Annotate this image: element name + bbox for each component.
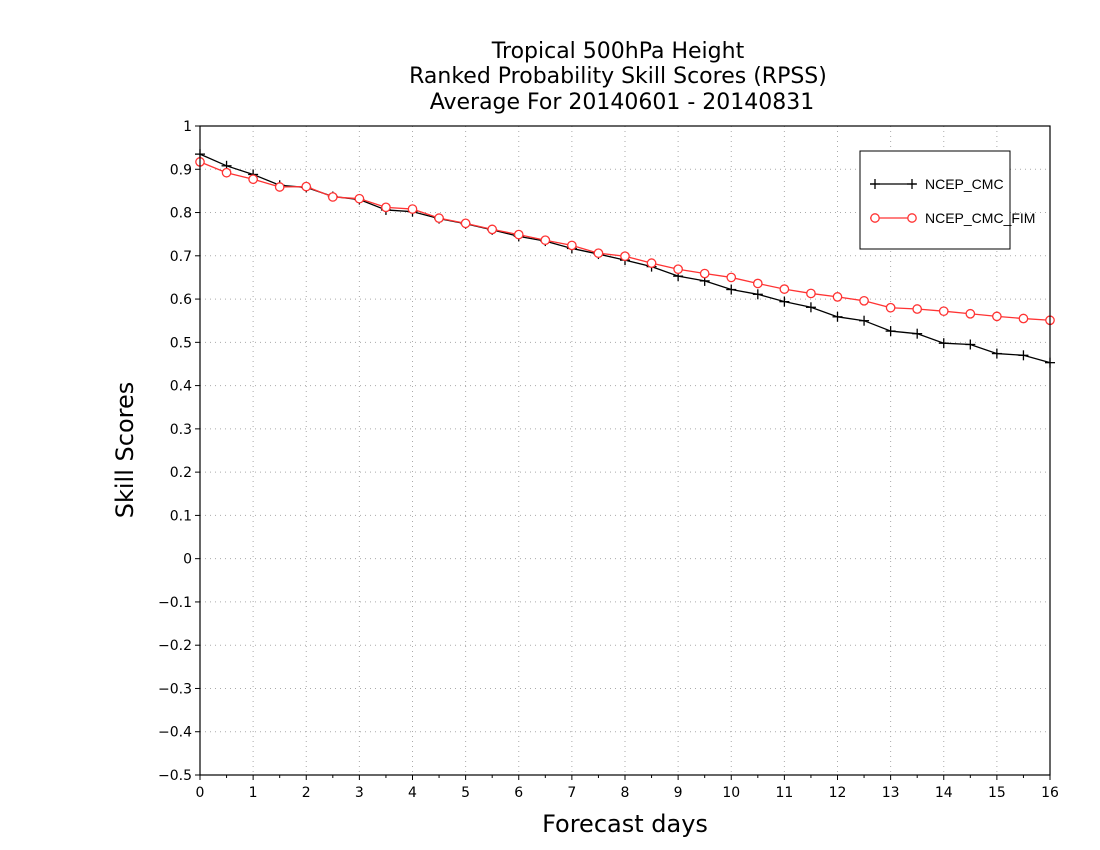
series-ncep-cmc-fim bbox=[195, 157, 1055, 326]
x-tick-label: 13 bbox=[882, 785, 900, 801]
y-tick-label: −0.2 bbox=[158, 638, 192, 654]
data-point bbox=[221, 167, 232, 178]
x-tick-label: 10 bbox=[722, 785, 740, 801]
x-tick-label: 9 bbox=[674, 785, 683, 801]
y-tick-label: 0.4 bbox=[170, 379, 192, 395]
data-point bbox=[938, 338, 949, 349]
legend-box bbox=[859, 150, 1011, 250]
data-point bbox=[567, 240, 577, 251]
data-point bbox=[965, 308, 976, 319]
y-tick-label: 0.9 bbox=[170, 162, 192, 178]
chart-title-line-1: Tropical 500hPa Height bbox=[491, 39, 745, 64]
axis-ticks: −0.5 −0.4 −0.3 −0.2 −0.1 0 0.1 0.2 0.3 0.4 0.5 0.6 0… bbox=[158, 119, 1059, 801]
legend-label: NCEP_CMC_FIM bbox=[925, 210, 1035, 226]
data-point bbox=[1018, 350, 1029, 361]
x-tick-label: 15 bbox=[988, 785, 1006, 801]
y-tick-label: 0 bbox=[183, 552, 192, 568]
y-tick-label: −0.5 bbox=[158, 768, 192, 784]
y-tick-label: −0.4 bbox=[158, 725, 192, 741]
chart-title-line-2: Ranked Probability Skill Scores (RPSS) bbox=[409, 64, 827, 89]
data-point bbox=[832, 311, 843, 322]
chart-title-line-3: Average For 20140601 - 20140831 bbox=[430, 90, 815, 115]
x-tick-label: 11 bbox=[775, 785, 793, 801]
y-tick-label: 0.6 bbox=[170, 292, 192, 308]
chart-title: Tropical 500hPa Height Ranked Probabilit… bbox=[409, 39, 827, 115]
y-tick-label: −0.3 bbox=[158, 681, 192, 697]
x-tick-label: 2 bbox=[302, 785, 311, 801]
y-tick-label: 0.1 bbox=[170, 508, 192, 524]
data-point bbox=[779, 284, 790, 294]
data-point bbox=[832, 292, 843, 302]
series-lines bbox=[195, 149, 1055, 368]
data-point bbox=[646, 258, 657, 269]
data-point bbox=[912, 328, 923, 339]
data-point bbox=[513, 229, 524, 240]
data-point bbox=[779, 296, 790, 307]
y-tick-label: 0.3 bbox=[170, 422, 192, 438]
grid bbox=[200, 126, 1050, 775]
x-tick-label: 8 bbox=[621, 785, 630, 801]
data-point bbox=[965, 339, 976, 350]
y-tick-label: 0.7 bbox=[170, 249, 192, 265]
legend-marker-start bbox=[870, 213, 880, 223]
data-point bbox=[407, 204, 418, 214]
x-tick-label: 14 bbox=[935, 785, 953, 801]
data-point bbox=[699, 268, 710, 279]
legend-label: NCEP_CMC bbox=[925, 176, 1004, 192]
data-point bbox=[248, 174, 258, 185]
data-point bbox=[726, 272, 737, 283]
legend-marker-end bbox=[907, 179, 917, 189]
legend-entry: NCEP_CMC_FIM bbox=[870, 210, 1035, 226]
data-point bbox=[301, 181, 312, 192]
data-point bbox=[912, 304, 923, 314]
data-point bbox=[885, 302, 896, 313]
y-axis-label: Skill Scores bbox=[111, 382, 139, 519]
x-tick-label: 1 bbox=[249, 785, 258, 801]
data-point bbox=[805, 302, 816, 313]
x-tick-label: 4 bbox=[408, 785, 417, 801]
data-point bbox=[460, 218, 471, 229]
x-axis-label: Forecast days bbox=[542, 810, 708, 838]
data-point bbox=[859, 315, 870, 326]
legend: NCEP_CMC NCEP_CMC_FIM bbox=[859, 150, 1035, 250]
y-tick-label: 0.2 bbox=[170, 465, 192, 481]
x-tick-label: 3 bbox=[355, 785, 364, 801]
plot-frame bbox=[199, 125, 1051, 776]
y-tick-label: 1 bbox=[183, 119, 192, 135]
data-point bbox=[752, 289, 763, 300]
y-tick-label: −0.1 bbox=[158, 595, 192, 611]
data-point bbox=[593, 248, 604, 259]
data-point bbox=[620, 251, 630, 262]
x-tick-label: 5 bbox=[461, 785, 470, 801]
x-tick-label: 7 bbox=[567, 785, 576, 801]
y-tick-label: 0.5 bbox=[170, 335, 192, 351]
y-tick-label: 0.8 bbox=[170, 206, 192, 222]
data-point bbox=[274, 182, 285, 192]
data-point bbox=[726, 284, 737, 295]
x-tick-label: 16 bbox=[1041, 785, 1059, 801]
data-point bbox=[991, 348, 1002, 359]
data-point bbox=[327, 192, 338, 202]
data-point bbox=[673, 264, 683, 275]
legend-marker-end bbox=[907, 213, 917, 223]
x-tick-label: 6 bbox=[514, 785, 523, 801]
data-point bbox=[992, 311, 1002, 322]
data-point bbox=[752, 278, 763, 289]
legend-entry: NCEP_CMC bbox=[870, 176, 1004, 192]
data-point bbox=[885, 326, 896, 337]
data-point bbox=[381, 202, 391, 213]
data-point bbox=[487, 224, 498, 235]
legend-marker-start bbox=[870, 179, 880, 189]
data-point bbox=[540, 235, 551, 246]
data-point bbox=[806, 288, 816, 299]
x-tick-label: 0 bbox=[196, 785, 205, 801]
data-point bbox=[859, 295, 869, 306]
data-point bbox=[434, 213, 444, 224]
data-point bbox=[354, 193, 365, 204]
data-point bbox=[938, 306, 949, 317]
data-point bbox=[1018, 313, 1029, 324]
x-tick-label: 12 bbox=[829, 785, 847, 801]
